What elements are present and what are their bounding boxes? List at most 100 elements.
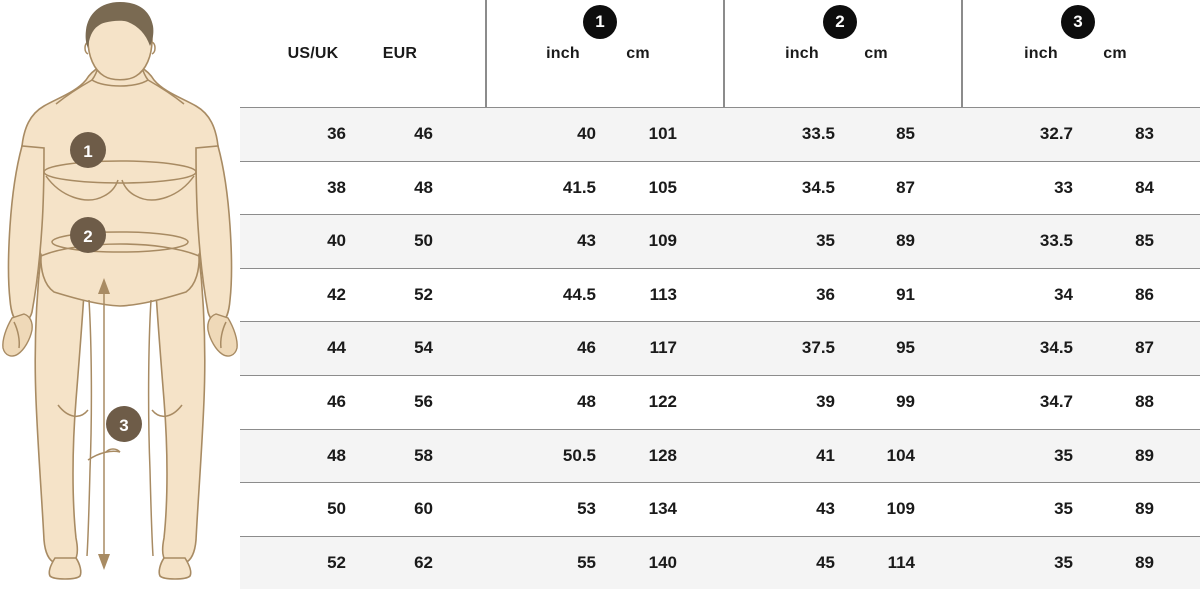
- cell-eur: 52: [414, 284, 433, 304]
- cell-g1-inch: 43: [577, 231, 596, 251]
- cell-eur: 46: [414, 124, 433, 143]
- cell-us-uk: 36: [327, 124, 346, 143]
- cell-g1-inch: 50.5: [562, 445, 596, 465]
- cell-g3-inch: 34.5: [1039, 338, 1073, 358]
- cell-g2-cm: 95: [896, 338, 915, 358]
- table-row: 36 46 40 101 33.5 85 32.7 83: [240, 107, 1200, 161]
- cell-g1-cm: 128: [648, 445, 677, 465]
- cell-eur: 50: [414, 231, 433, 251]
- legs-group: [34, 239, 206, 580]
- group-badge-2: 2: [823, 5, 857, 39]
- body-measurement-illustration: .sk { fill:#f5e3c8; stroke:#a88b63; stro…: [0, 0, 240, 580]
- cell-eur: 60: [414, 499, 433, 519]
- cell-g3-inch: 34: [1054, 284, 1073, 304]
- group-badge-1: 1: [583, 5, 617, 39]
- cell-g2-inch: 41: [816, 445, 835, 465]
- cell-g2-cm: 87: [896, 177, 915, 197]
- table-row: 48 58 50.5 128 41 104 35 89: [240, 428, 1200, 483]
- cell-us-uk: 42: [327, 284, 346, 304]
- cell-us-uk: 38: [327, 177, 346, 197]
- cell-g3-cm: 89: [1135, 445, 1154, 465]
- cell-g1-inch: 55: [577, 552, 596, 572]
- cell-g2-inch: 34.5: [801, 177, 835, 197]
- cell-g2-cm: 85: [896, 124, 915, 143]
- size-chart-table: 1 2 3 US/UK EUR inch cm inch cm inch cm …: [240, 0, 1200, 589]
- cell-g2-inch: 36: [816, 284, 835, 304]
- column-header-eur: EUR: [382, 45, 418, 62]
- cell-g3-inch: 34.7: [1039, 391, 1073, 411]
- cell-g1-inch: 46: [577, 338, 596, 358]
- cell-g1-cm: 122: [648, 391, 677, 411]
- table-body: 36 46 40 101 33.5 85 32.7 83 38 48 41.5 105 34.5 87 33…: [240, 107, 1200, 589]
- cell-us-uk: 50: [327, 499, 346, 519]
- cell-g3-cm: 89: [1135, 552, 1154, 572]
- cell-g2-inch: 35: [816, 231, 835, 251]
- cell-us-uk: 48: [327, 445, 346, 465]
- arms-group: [2, 145, 238, 357]
- cell-g3-inch: 32.7: [1039, 124, 1073, 143]
- cell-g3-inch: 35: [1054, 499, 1073, 519]
- cell-g1-inch: 53: [577, 499, 596, 519]
- cell-g3-cm: 85: [1135, 231, 1154, 251]
- cell-us-uk: 40: [327, 231, 346, 251]
- chest-marker-number: 1: [83, 142, 92, 161]
- waist-measure-line: [51, 231, 189, 253]
- cell-g2-cm: 109: [886, 499, 915, 519]
- cell-g1-inch: 41.5: [562, 177, 596, 197]
- cell-g3-cm: 86: [1135, 284, 1154, 304]
- cell-g3-cm: 87: [1135, 338, 1154, 358]
- table-row: 50 60 53 134 43 109 35 89: [240, 482, 1200, 536]
- group-badge-row: 1 2 3: [240, 0, 1200, 45]
- column-header-row: US/UK EUR inch cm inch cm inch cm: [240, 45, 1200, 85]
- cell-g1-cm: 113: [649, 284, 677, 304]
- cell-g1-cm: 140: [648, 552, 677, 572]
- inseam-marker: 3: [106, 406, 142, 442]
- cell-g1-cm: 134: [648, 499, 677, 519]
- table-row: 44 54 46 117 37.5 95 34.5 87: [240, 321, 1200, 375]
- cell-g1-inch: 40: [577, 124, 596, 143]
- group-badge-3: 3: [1061, 5, 1095, 39]
- male-body-figure: .sk { fill:#f5e3c8; stroke:#a88b63; stro…: [2, 2, 238, 580]
- cell-g1-cm: 105: [648, 177, 677, 197]
- cell-eur: 54: [414, 338, 433, 358]
- waist-marker-number: 2: [83, 227, 92, 246]
- cell-us-uk: 46: [327, 391, 346, 411]
- cell-g1-cm: 101: [648, 124, 677, 143]
- cell-g3-cm: 83: [1135, 124, 1154, 143]
- cell-g1-inch: 44.5: [562, 284, 596, 304]
- column-header-g3-cm: cm: [1103, 45, 1127, 62]
- table-row: 38 48 41.5 105 34.5 87 33 84: [240, 160, 1200, 215]
- column-header-g2-inch: inch: [785, 45, 819, 62]
- table-row: 46 56 48 122 39 99 34.7 88: [240, 374, 1200, 429]
- waist-marker: 2: [70, 217, 106, 253]
- column-header-g1-inch: inch: [546, 45, 580, 62]
- table-row: 40 50 43 109 35 89 33.5 85: [240, 214, 1200, 268]
- cell-g1-cm: 109: [648, 231, 677, 251]
- cell-g2-inch: 33.5: [801, 124, 835, 143]
- cell-g3-inch: 33.5: [1039, 231, 1073, 251]
- column-header-us-uk: US/UK: [287, 45, 339, 62]
- cell-g2-cm: 99: [896, 391, 915, 411]
- cell-g2-cm: 114: [887, 552, 915, 572]
- cell-eur: 56: [414, 391, 433, 411]
- cell-g2-inch: 39: [816, 391, 835, 411]
- cell-g3-cm: 88: [1135, 391, 1154, 411]
- cell-eur: 58: [414, 445, 433, 465]
- cell-eur: 62: [414, 552, 433, 572]
- cell-g3-cm: 89: [1135, 499, 1154, 519]
- cell-g2-cm: 91: [896, 284, 915, 304]
- cell-us-uk: 52: [327, 552, 346, 572]
- head-group: [55, 2, 185, 105]
- cell-g1-cm: 117: [649, 338, 677, 358]
- column-header-g1-cm: cm: [626, 45, 650, 62]
- cell-g3-inch: 33: [1054, 177, 1073, 197]
- cell-g1-inch: 48: [577, 391, 596, 411]
- cell-g2-cm: 104: [886, 445, 915, 465]
- cell-g2-inch: 43: [816, 499, 835, 519]
- column-header-g3-inch: inch: [1024, 45, 1058, 62]
- table-row: 42 52 44.5 113 36 91 34 86: [240, 267, 1200, 322]
- chest-marker: 1: [70, 132, 106, 168]
- cell-g2-inch: 45: [816, 552, 835, 572]
- cell-g2-inch: 37.5: [801, 338, 835, 358]
